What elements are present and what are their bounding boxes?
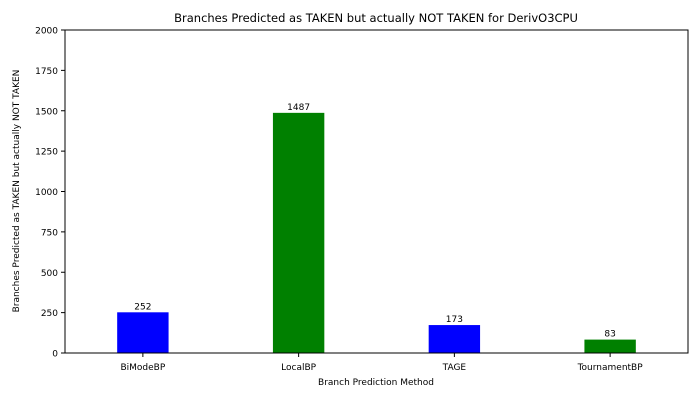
y-tick-label: 750: [41, 228, 58, 238]
y-tick-label: 500: [41, 269, 58, 279]
y-tick-label: 1000: [35, 188, 58, 198]
y-tick-label: 1500: [35, 107, 58, 117]
y-tick-label: 1250: [35, 148, 58, 158]
bar-bimodebp: [117, 312, 169, 353]
y-tick-label: 1750: [35, 67, 58, 77]
y-axis-label: Branches Predicted as TAKEN but actually…: [12, 70, 22, 313]
bar-value-label: 173: [446, 315, 463, 325]
bars: 252 1487 173 83: [117, 103, 636, 353]
chart-title: Branches Predicted as TAKEN but actually…: [174, 11, 578, 25]
x-tick-label: TAGE: [442, 363, 467, 373]
x-tick-label: BiModeBP: [120, 363, 165, 373]
plot-frame: [64, 29, 689, 354]
bar-value-label: 1487: [287, 103, 310, 113]
bar-localbp: [272, 112, 325, 353]
bar-value-label: 83: [604, 330, 615, 340]
x-tick-label: TournamentBP: [577, 363, 644, 373]
x-axis-label: Branch Prediction Method: [318, 378, 434, 388]
y-tick-label: 250: [41, 309, 58, 319]
bar-tournamentbp: [584, 339, 636, 353]
y-tick-label: 2000: [35, 27, 58, 37]
bar-tage: [428, 325, 481, 353]
x-tick-label: LocalBP: [281, 363, 317, 373]
axis-ticks: 0 250 500 750 1000 1250 1500 1750 2000 BiModeBP Lo…: [35, 27, 643, 374]
y-tick-label: 0: [52, 350, 58, 360]
bar-value-label: 252: [134, 302, 151, 312]
